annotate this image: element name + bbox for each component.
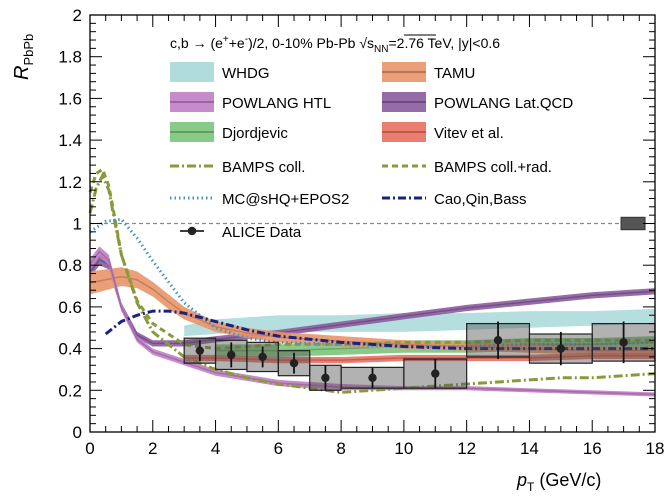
x-tick-label: 0 [85,439,94,458]
y-tick-label: 0 [73,423,82,442]
legend-marker-alice-data [187,226,197,236]
legend-label-mc-shq-epos2: MC@sHQ+EPOS2 [222,191,349,208]
y-tick-label: 1.8 [58,48,82,67]
alice-data-point-1 [227,350,236,360]
band-tamu [90,267,655,355]
y-tick-label: 0.8 [58,256,82,275]
x-tick-label: 2 [148,439,157,458]
legend-entry-djordjevic: Djordjevic [170,122,288,142]
legend-entry-cao-qin-bass: Cao,Qin,Bass [382,191,527,208]
x-axis-label: pT (GeV/c) [516,470,601,494]
curve-cao-qin-bass [104,309,655,351]
y-tick-label: 1.6 [58,89,82,108]
y-tick-label: 0.6 [58,298,82,317]
y-tick-label: 0.2 [58,381,82,400]
sqrt-symbol: √ [359,35,367,51]
x-tick-label: 8 [336,439,345,458]
legend-entry-alice-data: ALICE Data [180,224,302,241]
x-tick-label: 4 [211,439,220,458]
legend-entry-mc-shq-epos2: MC@sHQ+EPOS2 [170,191,349,208]
curve-mc-shq-epos2 [89,217,656,349]
y-tick-label: 0.4 [58,340,82,359]
y-tick-label: 1.4 [58,131,82,150]
curve-bamps-coll [88,171,656,394]
x-tick-label: 6 [274,439,283,458]
legend-label-powlang-lat-qcd: POWLANG Lat.QCD [434,95,573,112]
legend-entry-tamu: TAMU [382,62,475,82]
legend-label-alice-data: ALICE Data [222,224,302,241]
legend: WHDG TAMU POWLANG HTL POWLANG Lat.QCD Djordj… [170,62,573,241]
legend-entry-whdg: WHDG [170,62,270,82]
band-centerline-powlang-htl [89,250,656,396]
axis-ticks: 0 0.2 0.4 0.6 0.8 1 1.2 1.4 1.6 1.8 2 0 2 4 6 8 10 12 14 16… [58,6,664,458]
legend-label-powlang-htl: POWLANG HTL [222,95,331,112]
alice-data-point-2 [258,352,267,362]
legend-label-cao-qin-bass: Cao,Qin,Bass [434,191,527,208]
alice-data-point-8 [556,344,566,353]
x-tick-label: 12 [457,439,476,458]
legend-label-bamps-coll: BAMPS coll. [222,159,305,176]
chart-title: c,b → (e++e-)/2, 0-10% Pb-Pb √sNN=2.76 T… [170,34,500,55]
y-tick-label: 1 [73,215,82,234]
legend-label-whdg: WHDG [222,65,270,82]
legend-entry-vitev-et-al: Vitev et al. [382,122,504,142]
x-tick-label: 18 [646,439,665,458]
legend-entry-powlang-htl: POWLANG HTL [170,92,331,112]
legend-entry-bamps-coll: BAMPS coll. [170,159,305,176]
alice-data-point-0 [195,346,205,355]
normalization-uncertainty-box [620,216,646,231]
y-tick-label: 2 [73,6,82,25]
y-tick-label: 1.2 [58,173,82,192]
legend-entry-powlang-lat-qcd: POWLANG Lat.QCD [382,92,573,112]
legend-label-djordjevic: Djordjevic [222,125,288,142]
x-tick-label: 14 [520,439,539,458]
legend-label-vitev-et-al: Vitev et al. [434,125,504,142]
legend-entry-bamps-coll-rad: BAMPS coll.+rad. [382,159,552,176]
alice-data-point-6 [431,369,440,378]
legend-label-tamu: TAMU [434,65,475,82]
legend-label-bamps-coll-rad: BAMPS coll.+rad. [434,159,552,176]
x-tick-label: 10 [394,439,413,458]
x-tick-label: 16 [583,439,602,458]
alice-data-point-4 [321,373,330,382]
legend-swatch-whdg [170,62,214,82]
alice-data-point-3 [289,358,299,368]
alice-data-point-5 [368,373,377,382]
alice-data-point-7 [493,336,503,345]
alice-data-points [183,216,656,391]
band-centerline-vitev-et-al [184,355,655,361]
alice-data-point-9 [619,338,628,347]
y-axis-label: RPbPb [11,34,36,80]
